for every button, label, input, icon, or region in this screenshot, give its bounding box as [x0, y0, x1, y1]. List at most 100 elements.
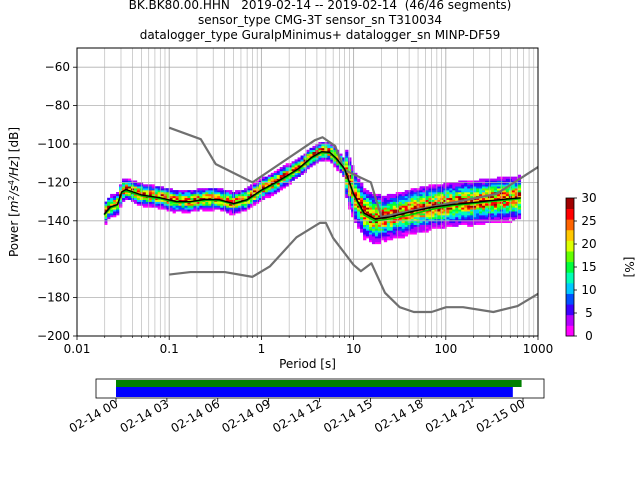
heatmap-cell	[285, 165, 289, 168]
heatmap-cell	[389, 238, 394, 241]
heatmap-cell	[300, 167, 304, 170]
heatmap-cell	[312, 153, 316, 156]
heatmap-cell	[321, 159, 325, 162]
heatmap-cell	[449, 199, 453, 202]
heatmap-cell	[377, 203, 382, 206]
title-line-3: datalogger_type GuralpMinimus+ datalogge…	[139, 28, 501, 42]
heatmap-cell	[354, 220, 358, 224]
heatmap-cell	[151, 190, 156, 193]
colorbar-segment	[566, 325, 574, 337]
heatmap-cell	[479, 180, 483, 183]
heatmap-cell	[443, 213, 447, 216]
heatmap-cell	[476, 215, 480, 218]
heatmap-cell	[467, 216, 471, 220]
colorbar-tick-label: 30	[581, 191, 596, 205]
heatmap-cell	[383, 224, 388, 227]
heatmap-cell	[434, 199, 438, 202]
heatmap-cell	[440, 218, 444, 222]
heatmap-cell	[360, 222, 364, 225]
heatmap-cell	[199, 192, 203, 195]
heatmap-cell	[285, 184, 289, 187]
heatmap-cell	[154, 203, 159, 206]
heatmap-cell	[368, 238, 373, 241]
heatmap-cell	[368, 224, 373, 227]
heatmap-cell	[428, 207, 432, 210]
heatmap-cell	[190, 195, 194, 199]
heatmap-cell	[514, 216, 519, 220]
heatmap-cell	[514, 215, 519, 218]
heatmap-cell	[443, 218, 447, 222]
heatmap-cell	[410, 216, 414, 220]
heatmap-cell	[327, 155, 331, 158]
heatmap-cell	[122, 193, 126, 197]
heatmap-cell	[410, 197, 414, 200]
heatmap-cell	[354, 182, 358, 185]
heatmap-cell	[258, 184, 263, 187]
heatmap-cell	[410, 215, 414, 218]
heatmap-cell	[166, 205, 170, 208]
heatmap-cell	[425, 197, 429, 200]
heatmap-cell	[425, 192, 429, 195]
heatmap-cell	[368, 195, 373, 199]
heatmap-cell	[401, 228, 405, 231]
heatmap-cell	[235, 195, 239, 199]
heatmap-cell	[235, 209, 239, 212]
heatmap-cell	[440, 190, 444, 193]
heatmap-cell	[267, 193, 272, 197]
heatmap-cell	[267, 195, 272, 199]
heatmap-cell	[404, 209, 408, 212]
heatmap-cell	[428, 190, 432, 193]
heatmap-cell	[166, 207, 170, 210]
heatmap-cell	[413, 226, 417, 229]
heatmap-cell	[443, 199, 447, 202]
heatmap-cell	[452, 184, 456, 187]
heatmap-cell	[446, 188, 450, 191]
heatmap-cell	[345, 188, 349, 191]
heatmap-cell	[193, 205, 197, 208]
heatmap-cell	[389, 205, 394, 208]
heatmap-cell	[505, 220, 510, 224]
heatmap-cell	[363, 230, 367, 233]
heatmap-cell	[377, 240, 382, 243]
heatmap-cell	[473, 195, 477, 199]
heatmap-cell	[270, 193, 275, 197]
heatmap-cell	[371, 234, 376, 237]
heatmap-cell	[261, 193, 266, 197]
heatmap-cell	[181, 207, 185, 210]
heatmap-cell	[238, 193, 242, 197]
heatmap-cell	[428, 186, 432, 189]
heatmap-cell	[199, 207, 203, 210]
heatmap-cell	[241, 209, 245, 212]
heatmap-cell	[392, 197, 397, 200]
heatmap-cell	[464, 193, 468, 197]
heatmap-cell	[473, 205, 477, 208]
availability-tick-label: 02-14 21	[423, 396, 477, 435]
heatmap-cell	[422, 213, 426, 216]
heatmap-cell	[264, 184, 269, 187]
heatmap-cell	[202, 192, 206, 195]
heatmap-cell	[333, 163, 337, 166]
heatmap-cell	[342, 163, 346, 166]
heatmap-cell	[404, 195, 408, 199]
heatmap-cell	[273, 174, 278, 177]
heatmap-cell	[493, 220, 498, 224]
heatmap-cell	[473, 209, 477, 212]
heatmap-cell	[422, 186, 426, 189]
heatmap-cell	[217, 188, 221, 191]
heatmap-cell	[193, 195, 197, 199]
heatmap-cell	[392, 236, 397, 239]
heatmap-cell	[184, 193, 188, 197]
heatmap-cell	[357, 186, 361, 189]
heatmap-cell	[371, 222, 376, 225]
heatmap-cell	[196, 193, 200, 197]
heatmap-cell	[354, 184, 358, 187]
heatmap-cell	[291, 168, 295, 172]
heatmap-cell	[354, 193, 358, 197]
heatmap-cell	[422, 226, 426, 229]
heatmap-cell	[517, 192, 522, 195]
heatmap-cell	[267, 188, 272, 191]
heatmap-cell	[354, 199, 358, 202]
heatmap-cell	[482, 192, 486, 195]
